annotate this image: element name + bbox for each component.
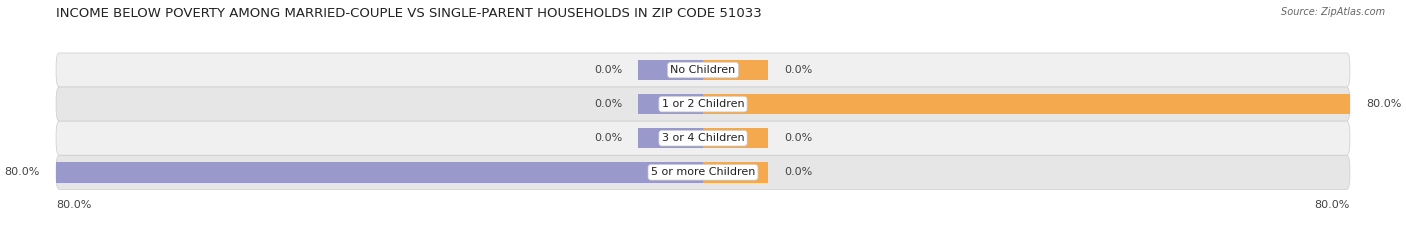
Bar bbox=[638, 60, 703, 80]
Text: INCOME BELOW POVERTY AMONG MARRIED-COUPLE VS SINGLE-PARENT HOUSEHOLDS IN ZIP COD: INCOME BELOW POVERTY AMONG MARRIED-COUPL… bbox=[56, 7, 762, 20]
Text: 5 or more Children: 5 or more Children bbox=[651, 167, 755, 177]
Text: 0.0%: 0.0% bbox=[785, 65, 813, 75]
Bar bbox=[56, 162, 703, 182]
Text: 1 or 2 Children: 1 or 2 Children bbox=[662, 99, 744, 109]
Text: Source: ZipAtlas.com: Source: ZipAtlas.com bbox=[1281, 7, 1385, 17]
FancyBboxPatch shape bbox=[56, 87, 1350, 121]
Bar bbox=[703, 128, 768, 148]
Text: 0.0%: 0.0% bbox=[785, 167, 813, 177]
Bar bbox=[703, 60, 768, 80]
FancyBboxPatch shape bbox=[56, 121, 1350, 155]
Text: 0.0%: 0.0% bbox=[593, 65, 623, 75]
Text: 80.0%: 80.0% bbox=[1315, 200, 1350, 210]
Text: No Children: No Children bbox=[671, 65, 735, 75]
Bar bbox=[703, 162, 768, 182]
Text: 0.0%: 0.0% bbox=[593, 133, 623, 143]
FancyBboxPatch shape bbox=[56, 53, 1350, 87]
Bar bbox=[638, 128, 703, 148]
Bar bbox=[638, 94, 703, 114]
FancyBboxPatch shape bbox=[56, 155, 1350, 189]
Text: 0.0%: 0.0% bbox=[593, 99, 623, 109]
Text: 3 or 4 Children: 3 or 4 Children bbox=[662, 133, 744, 143]
Text: 80.0%: 80.0% bbox=[4, 167, 39, 177]
Text: 80.0%: 80.0% bbox=[1367, 99, 1402, 109]
Bar bbox=[703, 94, 1350, 114]
Text: 0.0%: 0.0% bbox=[785, 133, 813, 143]
Text: 80.0%: 80.0% bbox=[56, 200, 91, 210]
